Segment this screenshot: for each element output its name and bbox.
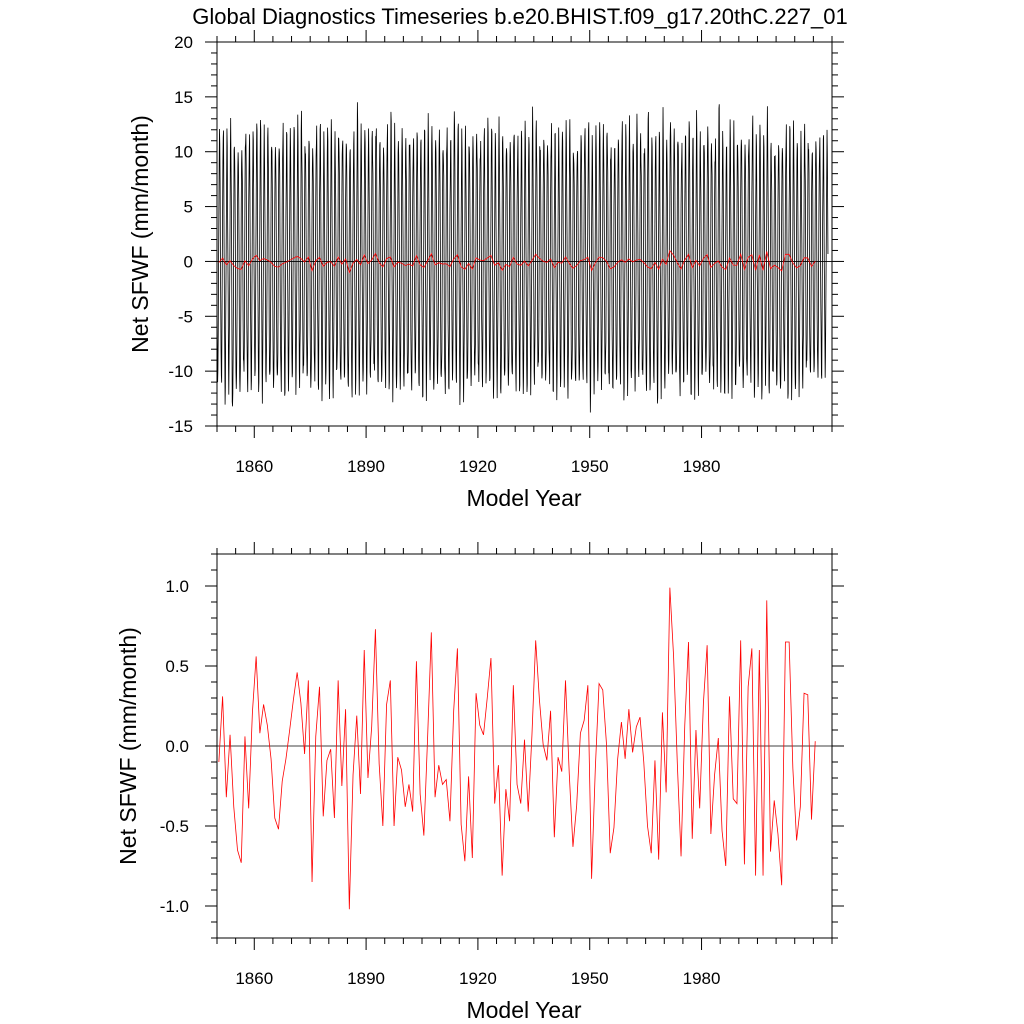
bottom-y-axis-title: Net SFWF (mm/month) bbox=[115, 627, 141, 865]
bottom-x-axis-title: Model Year bbox=[466, 997, 581, 1023]
x-tick-label: 1980 bbox=[683, 969, 721, 988]
bottom-axis-ticks bbox=[205, 542, 844, 950]
top-annual-mean-series-line bbox=[218, 249, 816, 274]
x-tick-label: 1920 bbox=[459, 457, 497, 476]
bottom-y-tick-labels: -1.0 -0.5 0.0 0.5 1.0 bbox=[160, 577, 189, 916]
y-tick-label: 0.5 bbox=[165, 657, 189, 676]
top-y-tick-labels: -15 -10 -5 0 5 10 15 20 bbox=[168, 33, 193, 436]
x-tick-label: 1920 bbox=[459, 969, 497, 988]
y-tick-label: 15 bbox=[174, 88, 193, 107]
top-monthly-series-line bbox=[216, 102, 829, 413]
top-x-axis-title: Model Year bbox=[466, 485, 581, 511]
x-tick-label: 1890 bbox=[347, 969, 385, 988]
bottom-annual-mean-series-line bbox=[218, 587, 816, 910]
chart-title: Global Diagnostics Timeseries b.e20.BHIS… bbox=[192, 4, 848, 29]
top-y-axis-title: Net SFWF (mm/month) bbox=[127, 115, 153, 353]
x-tick-label: 1980 bbox=[683, 457, 721, 476]
top-x-tick-labels: 1860 1890 1920 1950 1980 bbox=[235, 457, 720, 476]
y-tick-label: 0.0 bbox=[165, 737, 189, 756]
x-tick-label: 1860 bbox=[235, 969, 273, 988]
bottom-x-tick-labels: 1860 1890 1920 1950 1980 bbox=[235, 969, 720, 988]
top-plot-frame bbox=[216, 41, 833, 427]
top-panel: -15 -10 -5 0 5 10 15 20 1860 1890 1920 1950 1980 Mo… bbox=[127, 30, 844, 511]
y-tick-label: -0.5 bbox=[160, 817, 189, 836]
y-tick-label: 5 bbox=[184, 198, 193, 217]
y-tick-label: 20 bbox=[174, 33, 193, 52]
top-axis-ticks bbox=[205, 30, 844, 438]
y-tick-label: 10 bbox=[174, 143, 193, 162]
x-tick-label: 1890 bbox=[347, 457, 385, 476]
y-tick-label: -5 bbox=[178, 307, 193, 326]
bottom-panel: -1.0 -0.5 0.0 0.5 1.0 1860 1890 1920 1950 1980 M… bbox=[115, 542, 844, 1023]
y-tick-label: -15 bbox=[168, 417, 193, 436]
y-tick-label: -10 bbox=[168, 362, 193, 381]
y-tick-label: 1.0 bbox=[165, 577, 189, 596]
y-tick-label: 0 bbox=[184, 252, 193, 271]
x-tick-label: 1950 bbox=[571, 969, 609, 988]
x-tick-label: 1950 bbox=[571, 457, 609, 476]
x-tick-label: 1860 bbox=[235, 457, 273, 476]
y-tick-label: -1.0 bbox=[160, 897, 189, 916]
